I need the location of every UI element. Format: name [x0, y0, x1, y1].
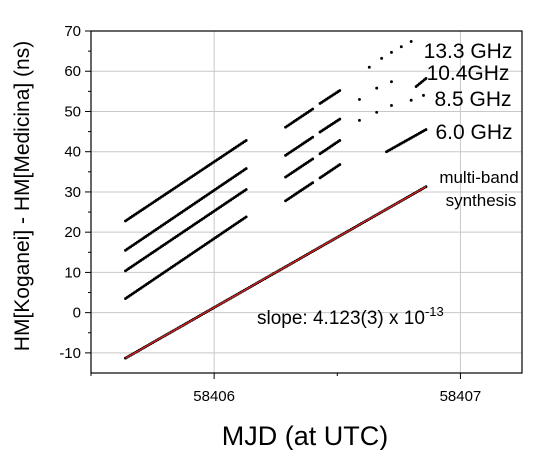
x-tick-label: 58407: [440, 388, 482, 405]
data-point: [409, 40, 413, 43]
x-axis-title: MJD (at UTC): [222, 421, 388, 450]
data-point: [424, 77, 428, 80]
y-axis-title: HM[Koganei] - HM[Medicina] (ns): [11, 41, 34, 351]
label-13-3-ghz: 13.3 GHz: [424, 40, 513, 63]
data-point: [311, 107, 315, 111]
data-point: [380, 56, 384, 60]
data-point: [390, 103, 393, 107]
slope-annotation: slope: 4.123(3) x 10-13: [257, 304, 444, 329]
axes: [85, 30, 523, 379]
data-point: [338, 89, 342, 93]
series-8-5-ghz: [124, 93, 425, 273]
data-point: [375, 110, 379, 114]
data-point: [390, 80, 393, 84]
data-point: [358, 118, 361, 122]
y-tick-label: 30: [64, 184, 81, 201]
x-tick-label: 58406: [193, 388, 235, 405]
label-10-4-ghz: 10.4GHz: [427, 62, 510, 85]
series-10-4-ghz: [124, 77, 428, 252]
y-tick-label: -10: [59, 345, 81, 362]
data-point: [338, 163, 342, 167]
slope-exponent: -13: [425, 304, 444, 319]
data-point: [338, 117, 342, 121]
y-tick-label: 50: [64, 103, 81, 120]
series-13-3-ghz: [124, 40, 413, 223]
y-tick-label: 0: [73, 305, 81, 322]
data-point: [244, 138, 248, 142]
label-multi-band: multi-band: [439, 168, 518, 187]
y-tick-label: 10: [64, 264, 81, 281]
plot-frame: [90, 30, 523, 374]
data-point: [409, 98, 413, 102]
slope-base: slope: 4.123(3) x 10: [257, 308, 425, 329]
series-layer: [124, 40, 428, 360]
y-tick-label: 40: [64, 144, 81, 161]
y-tick-label: 70: [64, 23, 81, 40]
label-6-0-ghz: 6.0 GHz: [435, 121, 512, 144]
data-point: [311, 181, 315, 185]
data-point: [422, 93, 425, 97]
data-point: [399, 45, 403, 49]
series-6-0-ghz: [124, 128, 428, 301]
data-point: [311, 157, 315, 161]
data-point: [311, 135, 315, 139]
data-point: [367, 65, 371, 69]
data-point: [424, 128, 428, 132]
fit-line: [125, 186, 427, 359]
data-point: [244, 167, 248, 171]
label-synthesis: synthesis: [446, 191, 517, 210]
data-point: [358, 97, 361, 101]
data-point: [390, 50, 393, 54]
data-point: [244, 215, 248, 219]
label-8-5-ghz: 8.5 GHz: [434, 88, 511, 111]
data-point: [375, 86, 379, 90]
data-point: [338, 138, 342, 142]
y-tick-label: 60: [64, 63, 81, 80]
tick-labels: -10 0 10 20 30 40 50 60 70 58406 58407: [59, 23, 481, 405]
data-point: [244, 188, 248, 191]
y-tick-label: 20: [64, 224, 81, 241]
